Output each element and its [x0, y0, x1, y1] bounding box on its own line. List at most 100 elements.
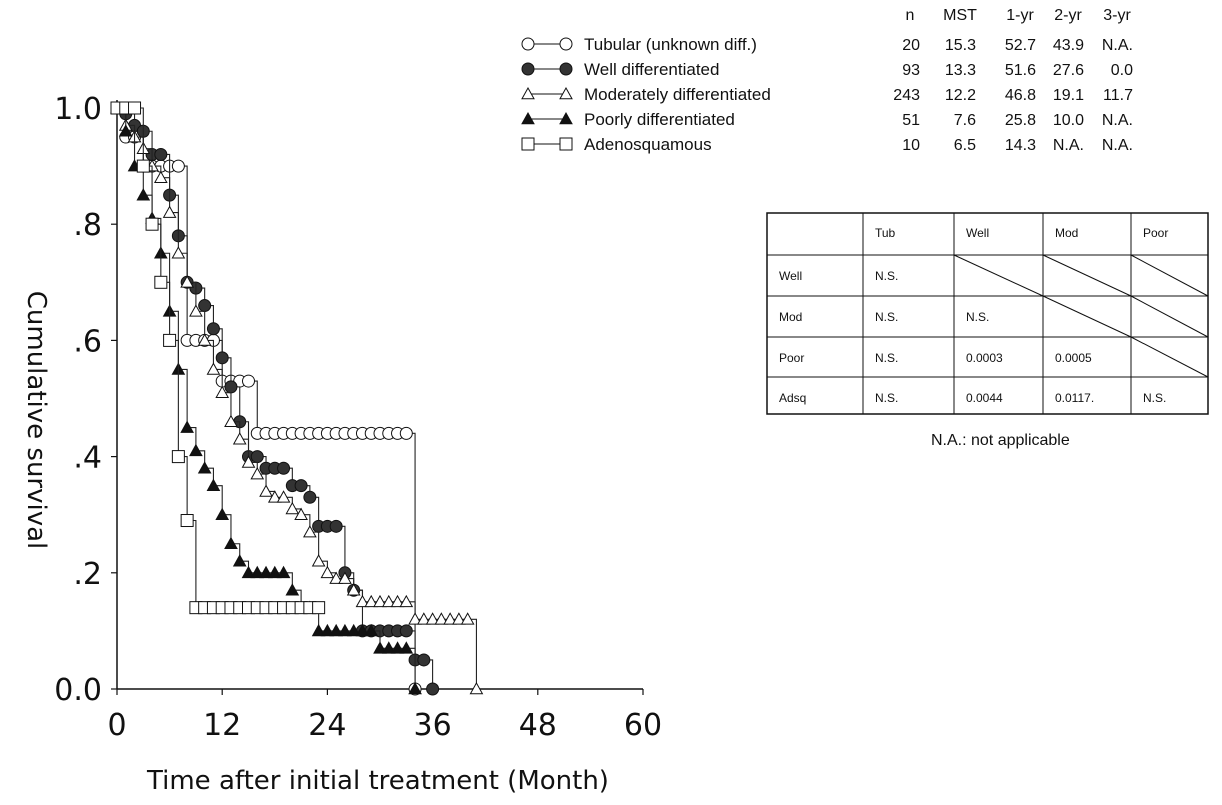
data-point	[232, 432, 247, 445]
data-point	[373, 641, 387, 654]
y-tick-label: .6	[73, 324, 102, 359]
stats-cell: 6.5	[954, 137, 976, 154]
stats-cell: 0.0	[1111, 62, 1133, 79]
data-point	[390, 594, 405, 608]
legend-marker-right	[559, 137, 573, 151]
data-point	[408, 612, 422, 625]
data-point	[241, 455, 256, 468]
table-diagonal	[953, 254, 1044, 297]
data-point	[197, 333, 212, 346]
x-tick-label: 36	[414, 708, 452, 743]
legend-label: Well differentiated	[584, 60, 719, 79]
data-point	[373, 594, 387, 608]
data-point	[180, 275, 194, 288]
table-row-label: Adsq	[779, 391, 806, 405]
stats-cell: 51	[902, 112, 920, 129]
table-row-label: Poor	[779, 351, 804, 365]
data-point	[452, 612, 466, 625]
table-cell: N.S.	[875, 391, 898, 405]
data-point	[294, 507, 308, 520]
data-point	[329, 571, 344, 584]
data-point	[250, 467, 265, 480]
data-point	[390, 641, 405, 654]
data-point	[399, 641, 414, 654]
series-layer	[110, 100, 484, 696]
data-point	[180, 514, 194, 528]
y-tick-label: .4	[73, 441, 102, 476]
x-axis-label: Time after initial treatment (Month)	[146, 766, 609, 796]
data-point	[381, 641, 396, 654]
legend-marker-left	[521, 62, 535, 76]
data-point	[399, 624, 413, 638]
table-row-label: Well	[779, 269, 802, 283]
legend-marker-right	[559, 86, 573, 100]
data-point	[320, 623, 335, 637]
table-cell: N.S.	[1143, 391, 1166, 405]
data-point	[259, 484, 273, 497]
data-point	[163, 333, 177, 347]
y-axis-label: Cumulative survival	[21, 291, 51, 550]
stats-header: 3-yr	[1103, 7, 1131, 24]
stats-cell: N.A.	[1053, 137, 1084, 154]
stats-cell: 13.3	[945, 62, 976, 79]
table-col-header: Poor	[1143, 226, 1168, 240]
table-frame	[766, 212, 1209, 415]
table-diagonal	[1042, 295, 1132, 338]
stats-cell: 19.1	[1053, 87, 1084, 104]
legend-label: Adenosquamous	[584, 135, 712, 154]
y-tick-label: .8	[73, 208, 102, 243]
data-point	[189, 443, 203, 457]
data-point	[197, 461, 212, 474]
data-point	[224, 536, 238, 550]
table-cell: N.S.	[966, 310, 989, 324]
data-point	[232, 554, 247, 567]
data-point	[311, 623, 326, 637]
data-point	[154, 275, 168, 289]
data-point	[434, 612, 449, 625]
table-diagonal	[1130, 336, 1209, 378]
data-point	[285, 583, 300, 596]
data-point	[399, 426, 413, 440]
data-point	[250, 450, 264, 464]
table-cell: 0.0005	[1055, 351, 1092, 365]
data-point	[267, 565, 282, 579]
pvalue-table: Tub Well Mod Poor Well N.S. Mod N.S. N.S. Poor N.S…	[766, 212, 1209, 415]
data-point	[416, 612, 431, 625]
data-point	[276, 565, 291, 579]
data-point	[145, 217, 159, 231]
data-point	[355, 623, 370, 637]
table-cell: N.S.	[875, 269, 898, 283]
stats-cell: 243	[893, 87, 920, 104]
data-point	[171, 450, 185, 464]
x-tick-label: 60	[624, 708, 662, 743]
legend-marker-left	[521, 86, 535, 100]
table-row-label: Mod	[779, 310, 802, 324]
stats-header: MST	[943, 7, 977, 24]
table-cell: N.S.	[875, 351, 898, 365]
stats-cell: N.A.	[1102, 137, 1133, 154]
x-tick-label: 12	[203, 708, 241, 743]
data-point	[118, 124, 133, 137]
data-point	[460, 612, 475, 625]
data-point	[381, 594, 396, 608]
stats-cell: 52.7	[1005, 37, 1036, 54]
stats-cell: 93	[902, 62, 920, 79]
data-point	[250, 565, 265, 579]
table-diagonal	[1130, 254, 1209, 297]
legend: n MST 1-yr 2-yr 3-yr Tubular (unknown diff.) 2…	[521, 7, 1133, 154]
data-point	[241, 565, 256, 579]
legend-label: Moderately differentiated	[584, 85, 771, 104]
data-point	[277, 461, 291, 475]
y-tick-label: 1.0	[54, 92, 102, 127]
stats-cell: 10	[902, 137, 920, 154]
data-point	[215, 507, 230, 520]
stats-cell: N.A.	[1102, 37, 1133, 54]
stats-cell: 7.6	[954, 112, 976, 129]
data-point	[417, 653, 431, 667]
data-point	[153, 170, 168, 184]
data-point	[224, 414, 238, 428]
na-note: N.A.: not applicable	[931, 432, 1070, 449]
data-point	[242, 374, 255, 388]
table-diagonal	[1130, 295, 1209, 338]
